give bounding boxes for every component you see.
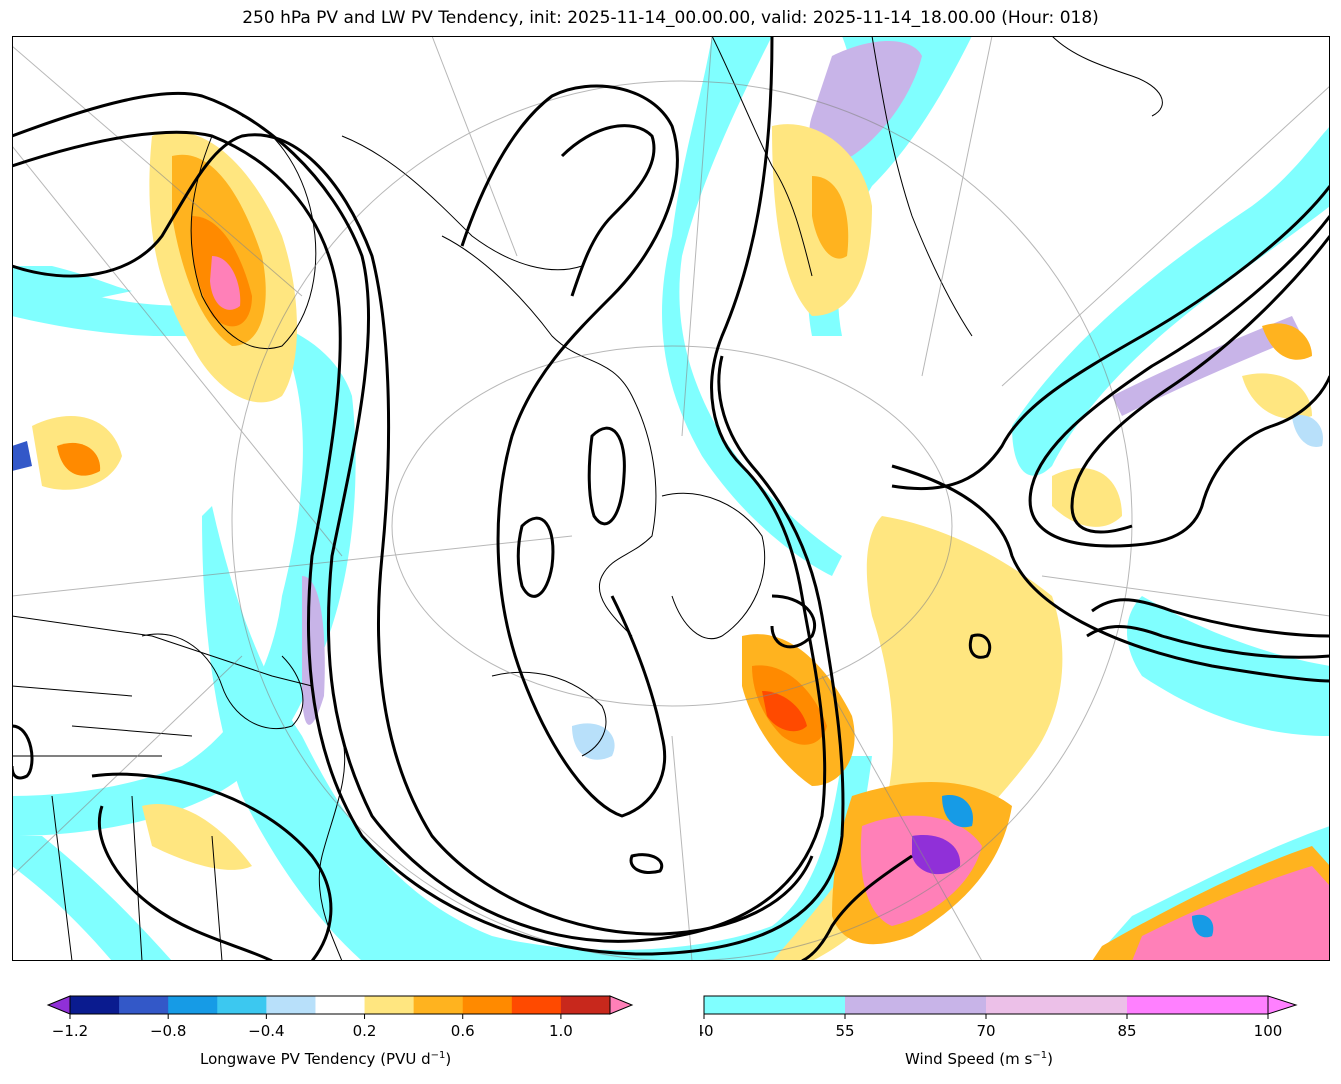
colorbar-tendency-segment bbox=[462, 996, 513, 1014]
colorbar-tendency-segment bbox=[511, 996, 562, 1014]
tend-pink-hudson bbox=[210, 256, 241, 310]
colorbar-wind-tick-label: 85 bbox=[1117, 1022, 1136, 1040]
pv-contour-11 bbox=[1070, 235, 1330, 534]
jet-north-band bbox=[662, 36, 842, 576]
colorbar-tendency-outline bbox=[69, 995, 611, 1015]
colorbar-wind-extend-over bbox=[1267, 995, 1298, 1015]
border-us-canada bbox=[12, 615, 313, 687]
coastline-greenland bbox=[711, 36, 973, 337]
pv-contour-16 bbox=[629, 853, 664, 874]
jet-core-east bbox=[1112, 316, 1302, 416]
coastline-baffin bbox=[341, 135, 583, 271]
colorbar-tendency-segment bbox=[168, 996, 218, 1014]
latitude-circle-outer bbox=[231, 80, 1133, 961]
coastline-hudson-bay bbox=[190, 115, 317, 350]
pv-contour-9 bbox=[891, 185, 1330, 491]
pv-contour-4 bbox=[460, 84, 679, 818]
pv-contour-2 bbox=[12, 130, 845, 956]
coastline-nova-scotia bbox=[491, 671, 607, 757]
colorbar-tendency-segment bbox=[364, 996, 415, 1014]
colorbar-tendency-segment bbox=[315, 996, 366, 1014]
colorbar-tendency-label: Longwave PV Tendency (PVU d−1) bbox=[200, 1050, 452, 1068]
colorbar-wind-tick-label: 40 bbox=[700, 1022, 714, 1040]
tend-yellow-greenland-e bbox=[1242, 373, 1312, 420]
tend-orange-ne bbox=[1262, 323, 1312, 360]
plot-title: 250 hPa PV and LW PV Tendency, init: 202… bbox=[242, 8, 1099, 28]
pv-contour-7 bbox=[587, 426, 626, 526]
tend-yellow-midwest bbox=[142, 804, 252, 870]
colorbar-tendency-segment bbox=[560, 996, 611, 1014]
colorbar-wind-segment bbox=[704, 996, 846, 1014]
tend-orange-greenland bbox=[812, 176, 849, 259]
pv-tendency-positive bbox=[32, 124, 1330, 961]
pv-contour-5 bbox=[560, 124, 656, 297]
coastline-labrador bbox=[441, 235, 657, 637]
jet-southwest-arc bbox=[202, 506, 872, 961]
colorbar-tendency-segment bbox=[413, 996, 464, 1014]
colorbar-wind-tick-label: 100 bbox=[1254, 1022, 1283, 1040]
jet-south-band bbox=[12, 836, 172, 961]
graticule bbox=[12, 36, 1330, 961]
jet-canada-north bbox=[12, 266, 132, 316]
jet-core-greenland bbox=[809, 41, 922, 159]
tend-blue-far-se bbox=[1192, 914, 1214, 938]
tend-blue-se bbox=[942, 795, 973, 828]
pv-contours bbox=[12, 36, 1330, 961]
coastline-great-lakes bbox=[141, 633, 304, 730]
coastline-newfoundland bbox=[661, 492, 766, 640]
state-borders bbox=[12, 685, 223, 961]
tend-red-atlantic bbox=[762, 691, 807, 732]
colorbar-tendency-tick-label: −0.4 bbox=[248, 1022, 284, 1040]
colorbar-tendency-segment bbox=[119, 996, 169, 1014]
pv-contour-13 bbox=[91, 772, 333, 961]
pv-contour-18 bbox=[12, 724, 34, 780]
colorbar-tendency-segment bbox=[70, 996, 120, 1014]
map-frame bbox=[12, 36, 1330, 961]
tend-blue-ne bbox=[1292, 415, 1323, 447]
pv-contour-6 bbox=[516, 516, 555, 598]
colorbar-tendency-bar: −1.2 −0.8 −0.4 0.2 0.6 1.0 bbox=[46, 995, 634, 1040]
pv-contour-10 bbox=[1028, 215, 1330, 548]
colorbar-wind-tick-label: 70 bbox=[976, 1022, 995, 1040]
colorbar-tendency-tick-label: 1.0 bbox=[549, 1022, 573, 1040]
pv-contour-15 bbox=[968, 633, 992, 659]
colorbar-wind-bar: 40 55 70 85 100 bbox=[694, 995, 1298, 1040]
map-panel bbox=[12, 36, 1330, 961]
tend-orange-westcoast bbox=[57, 442, 101, 476]
pv-contour-14 bbox=[770, 594, 816, 649]
pv-contour-1 bbox=[12, 36, 827, 943]
tend-blue-westcoast bbox=[12, 441, 32, 471]
coastline-us-east bbox=[318, 735, 346, 961]
tend-purple-se bbox=[912, 835, 961, 875]
pv-contour-12 bbox=[1086, 598, 1330, 659]
meridians bbox=[12, 36, 1330, 961]
colorbar-tendency-extend-over bbox=[609, 995, 634, 1015]
colorbar-tendency-tick-label: −1.2 bbox=[52, 1022, 88, 1040]
coastline-iceland bbox=[1051, 36, 1163, 117]
colorbar-tendency-tick-label: −0.8 bbox=[150, 1022, 186, 1040]
colorbar-tendency-tick-label: 0.2 bbox=[353, 1022, 377, 1040]
colorbar-wind-segment bbox=[1127, 996, 1269, 1014]
colorbar-wind-segment bbox=[986, 996, 1128, 1014]
colorbar-wind-segment bbox=[845, 996, 987, 1014]
latitude-circle-inner bbox=[391, 345, 953, 707]
colorbar-tendency-segment bbox=[217, 996, 267, 1014]
tend-pink-far-se bbox=[1132, 866, 1330, 961]
colorbar-tendency-segment bbox=[266, 996, 316, 1014]
colorbar-tendency: −1.2 −0.8 −0.4 0.2 0.6 1.0 Longwave PV Tenden… bbox=[40, 990, 650, 1068]
jet-east-lower bbox=[1127, 596, 1330, 736]
colorbar-wind: 40 55 70 85 100 Wind Speed (m s−1) bbox=[694, 990, 1310, 1068]
pv-contour-3 bbox=[12, 133, 814, 936]
colorbar-wind-label: Wind Speed (m s−1) bbox=[905, 1050, 1053, 1068]
pv-contour-8 bbox=[891, 464, 1330, 683]
tend-yellow-atlantic bbox=[772, 516, 1063, 961]
tend-yellow-atlantic-east bbox=[1052, 468, 1122, 527]
coastlines bbox=[12, 36, 1163, 961]
pv-contour-17 bbox=[801, 854, 913, 961]
colorbar-tendency-extend-under bbox=[46, 995, 71, 1015]
colorbar-tendency-tick-label: 0.6 bbox=[451, 1022, 475, 1040]
colorbar-wind-tick-label: 55 bbox=[835, 1022, 854, 1040]
jet-east-upper bbox=[1012, 126, 1330, 476]
tend-pink-se bbox=[860, 815, 982, 926]
